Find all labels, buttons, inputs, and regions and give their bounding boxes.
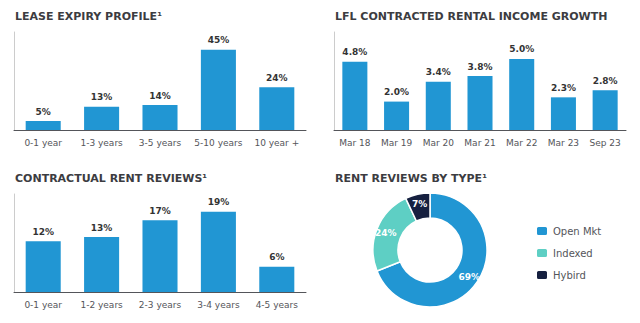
svg-text:Mar 22: Mar 22 (506, 138, 537, 148)
svg-text:5.0%: 5.0% (509, 44, 534, 54)
svg-text:Open Mkt: Open Mkt (553, 226, 601, 237)
svg-text:3-5 years: 3-5 years (139, 138, 182, 148)
svg-text:Mar 21: Mar 21 (464, 138, 495, 148)
svg-text:0-1 year: 0-1 year (24, 138, 62, 148)
svg-text:4-5 years: 4-5 years (256, 300, 299, 310)
svg-text:1-2 years: 1-2 years (80, 300, 123, 310)
svg-text:1-3 years: 1-3 years (80, 138, 123, 148)
svg-text:24%: 24% (266, 73, 288, 83)
svg-text:RENT REVIEWS BY TYPE¹: RENT REVIEWS BY TYPE¹ (335, 172, 487, 185)
svg-text:Mar 23: Mar 23 (548, 138, 579, 148)
svg-text:13%: 13% (91, 92, 113, 102)
svg-text:12%: 12% (32, 227, 54, 237)
svg-text:4.8%: 4.8% (342, 47, 367, 57)
svg-text:10 year +: 10 year + (254, 138, 299, 148)
svg-text:0-1 year: 0-1 year (24, 300, 62, 310)
svg-text:Indexed: Indexed (553, 248, 593, 259)
svg-text:6%: 6% (269, 252, 284, 262)
svg-text:17%: 17% (149, 206, 171, 216)
svg-text:45%: 45% (208, 35, 230, 45)
svg-text:3-4 years: 3-4 years (197, 300, 240, 310)
svg-text:Hybird: Hybird (553, 270, 586, 281)
svg-text:3.4%: 3.4% (426, 67, 451, 77)
svg-text:5-10 years: 5-10 years (194, 138, 242, 148)
svg-text:Sep 23: Sep 23 (590, 138, 621, 148)
svg-text:CONTRACTUAL RENT REVIEWS¹: CONTRACTUAL RENT REVIEWS¹ (15, 172, 207, 185)
svg-text:19%: 19% (208, 197, 230, 207)
svg-text:2.0%: 2.0% (384, 87, 409, 97)
svg-text:69%: 69% (459, 272, 481, 282)
svg-text:14%: 14% (149, 91, 171, 101)
svg-text:13%: 13% (91, 223, 113, 233)
svg-text:2-3 years: 2-3 years (139, 300, 182, 310)
svg-text:2.8%: 2.8% (593, 76, 618, 86)
svg-text:Mar 20: Mar 20 (423, 138, 455, 148)
svg-text:LEASE EXPIRY PROFILE¹: LEASE EXPIRY PROFILE¹ (15, 10, 162, 23)
svg-text:Mar 19: Mar 19 (381, 138, 413, 148)
svg-text:Mar 18: Mar 18 (339, 138, 371, 148)
svg-text:3.8%: 3.8% (468, 62, 493, 72)
svg-text:5%: 5% (36, 107, 51, 117)
svg-text:LFL CONTRACTED RENTAL INCOME G: LFL CONTRACTED RENTAL INCOME GROWTH (335, 10, 607, 23)
svg-text:24%: 24% (375, 228, 397, 238)
svg-text:2.3%: 2.3% (551, 83, 576, 93)
svg-text:7%: 7% (412, 199, 427, 209)
